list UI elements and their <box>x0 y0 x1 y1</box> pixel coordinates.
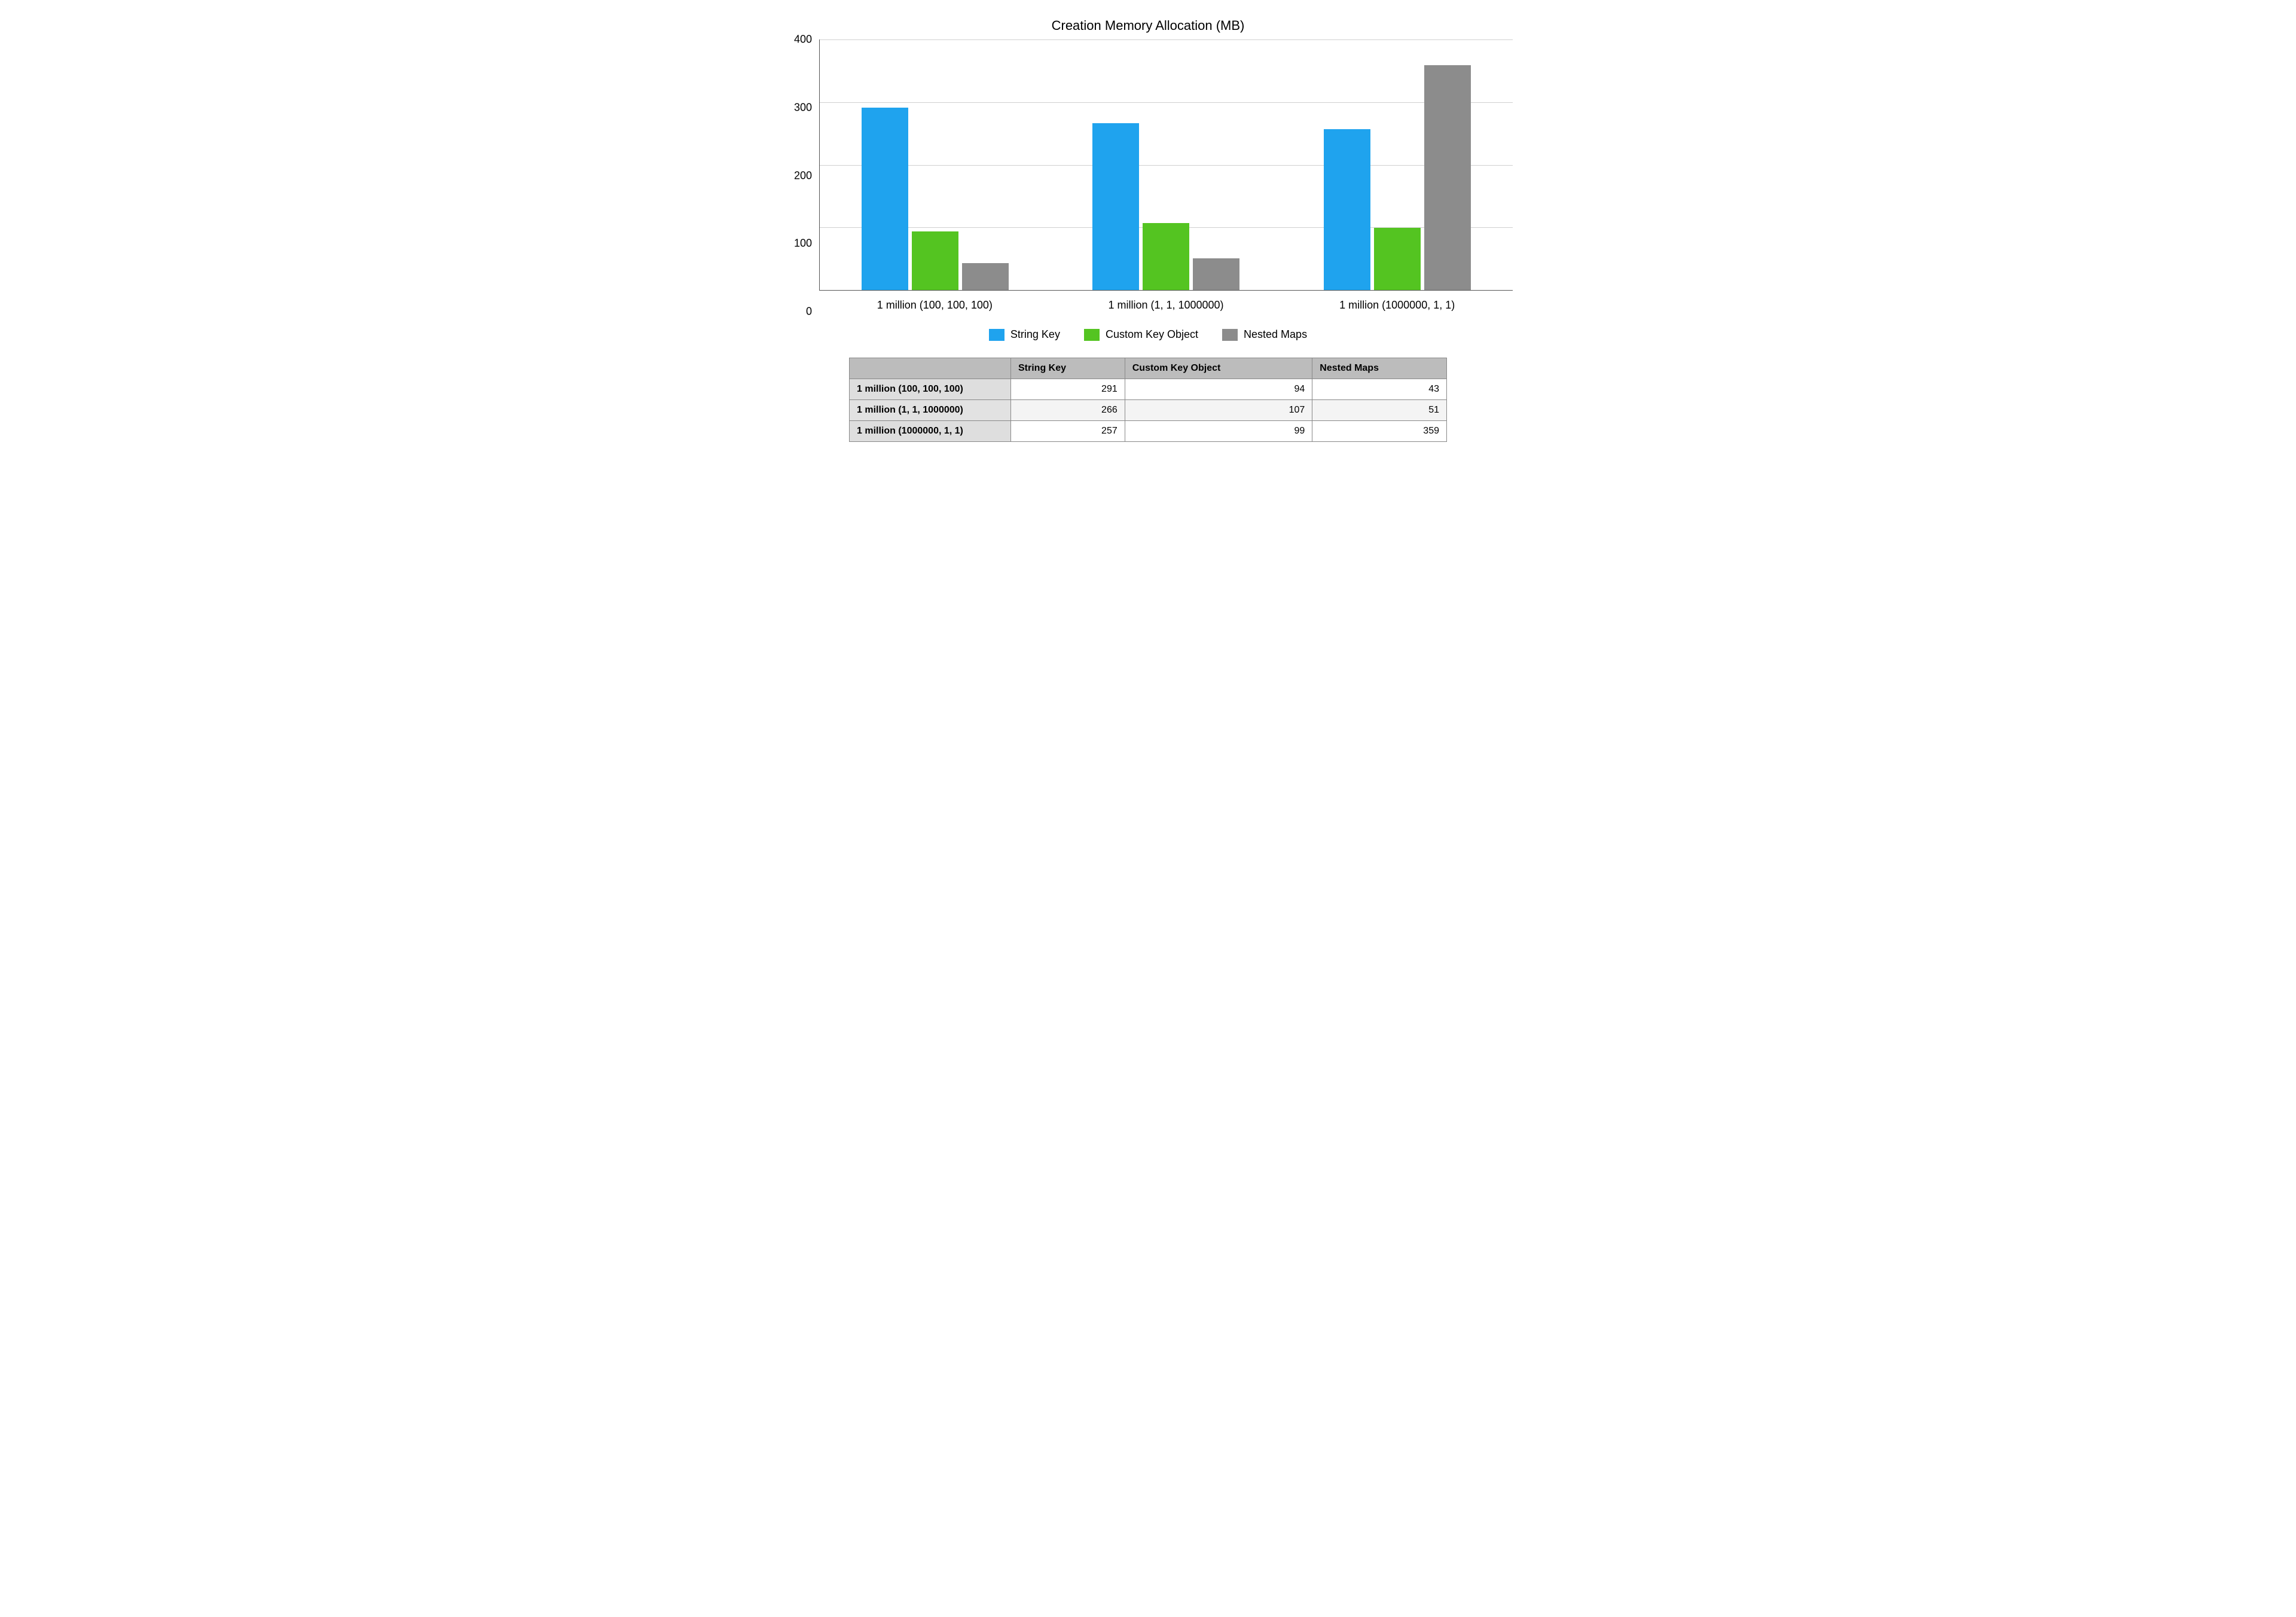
table-corner <box>850 358 1011 379</box>
bar <box>1324 129 1370 290</box>
chart-title: Creation Memory Allocation (MB) <box>783 18 1513 33</box>
chart-container: Creation Memory Allocation (MB) 400 300 … <box>765 0 1531 460</box>
y-tick-100: 100 <box>794 237 812 250</box>
table-row-header: 1 million (1, 1, 1000000) <box>850 400 1011 421</box>
bar <box>912 231 958 290</box>
bar <box>962 263 1009 290</box>
table-row-header: 1 million (100, 100, 100) <box>850 379 1011 400</box>
table-cell: 257 <box>1011 421 1125 442</box>
y-tick-400: 400 <box>794 33 812 46</box>
table-row-header: 1 million (1000000, 1, 1) <box>850 421 1011 442</box>
y-tick-200: 200 <box>794 169 812 182</box>
legend-label: Custom Key Object <box>1106 328 1198 341</box>
table-cell: 94 <box>1125 379 1312 400</box>
legend-item-custom-key: Custom Key Object <box>1084 328 1198 341</box>
legend-swatch <box>989 329 1004 341</box>
bar <box>1374 228 1421 290</box>
legend-swatch <box>1084 329 1100 341</box>
table-cell: 359 <box>1312 421 1447 442</box>
legend-label: Nested Maps <box>1244 328 1307 341</box>
table-row: 1 million (1, 1, 1000000) 266 107 51 <box>850 400 1447 421</box>
x-label: 1 million (1000000, 1, 1) <box>1281 291 1513 312</box>
table-col-header: String Key <box>1011 358 1125 379</box>
y-tick-0: 0 <box>806 306 812 318</box>
table-cell: 99 <box>1125 421 1312 442</box>
x-label: 1 million (100, 100, 100) <box>819 291 1051 312</box>
chart-area: 400 300 200 100 0 1 million (100, 100, 1… <box>783 39 1513 312</box>
bar-group <box>820 39 1051 290</box>
table-cell: 51 <box>1312 400 1447 421</box>
x-axis-labels: 1 million (100, 100, 100) 1 million (1, … <box>819 291 1513 312</box>
legend-item-nested-maps: Nested Maps <box>1222 328 1307 341</box>
data-table: String Key Custom Key Object Nested Maps… <box>849 358 1447 442</box>
legend-label: String Key <box>1010 328 1060 341</box>
bar <box>862 108 908 290</box>
table-cell: 266 <box>1011 400 1125 421</box>
bar <box>1424 65 1471 290</box>
table-cell: 43 <box>1312 379 1447 400</box>
bar-group <box>1282 39 1513 290</box>
bar-group <box>1051 39 1281 290</box>
bar-groups <box>820 39 1513 290</box>
bar <box>1193 258 1239 290</box>
table-col-header: Nested Maps <box>1312 358 1447 379</box>
plot-area <box>819 39 1513 291</box>
y-axis: 400 300 200 100 0 <box>783 39 819 312</box>
table-col-header: Custom Key Object <box>1125 358 1312 379</box>
table-row: 1 million (100, 100, 100) 291 94 43 <box>850 379 1447 400</box>
legend-item-string-key: String Key <box>989 328 1060 341</box>
bar <box>1143 223 1189 290</box>
bar <box>1092 123 1139 290</box>
legend: String Key Custom Key Object Nested Maps <box>783 328 1513 341</box>
table-row: 1 million (1000000, 1, 1) 257 99 359 <box>850 421 1447 442</box>
table-cell: 107 <box>1125 400 1312 421</box>
table-cell: 291 <box>1011 379 1125 400</box>
x-label: 1 million (1, 1, 1000000) <box>1051 291 1282 312</box>
legend-swatch <box>1222 329 1238 341</box>
y-tick-300: 300 <box>794 101 812 114</box>
